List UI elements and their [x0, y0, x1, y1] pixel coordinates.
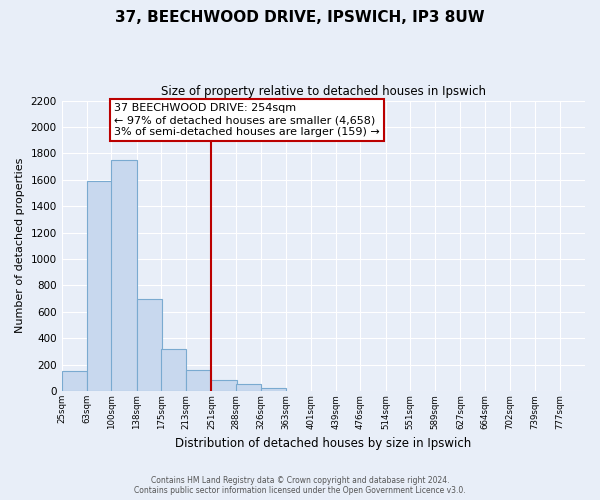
Bar	[112, 160, 137, 391]
Y-axis label: Number of detached properties: Number of detached properties	[15, 158, 25, 334]
Bar	[62, 370, 87, 391]
Bar	[236, 384, 261, 391]
Bar	[137, 298, 161, 391]
Bar	[161, 350, 186, 391]
Title: Size of property relative to detached houses in Ipswich: Size of property relative to detached ho…	[161, 85, 486, 98]
Bar	[186, 370, 211, 391]
Text: 37, BEECHWOOD DRIVE, IPSWICH, IP3 8UW: 37, BEECHWOOD DRIVE, IPSWICH, IP3 8UW	[115, 10, 485, 25]
Bar	[261, 388, 286, 391]
Bar	[87, 181, 112, 391]
Bar	[211, 380, 236, 391]
Text: 37 BEECHWOOD DRIVE: 254sqm
← 97% of detached houses are smaller (4,658)
3% of se: 37 BEECHWOOD DRIVE: 254sqm ← 97% of deta…	[114, 104, 380, 136]
X-axis label: Distribution of detached houses by size in Ipswich: Distribution of detached houses by size …	[175, 437, 472, 450]
Text: Contains HM Land Registry data © Crown copyright and database right 2024.
Contai: Contains HM Land Registry data © Crown c…	[134, 476, 466, 495]
